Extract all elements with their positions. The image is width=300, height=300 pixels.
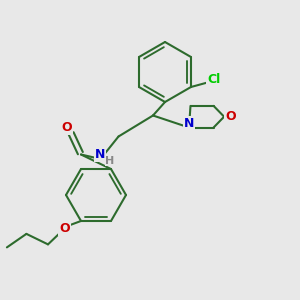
- Text: Cl: Cl: [208, 73, 221, 86]
- Text: O: O: [59, 222, 70, 235]
- Text: N: N: [95, 148, 105, 161]
- Text: H: H: [106, 155, 115, 166]
- Text: N: N: [184, 117, 194, 130]
- Text: O: O: [61, 121, 72, 134]
- Text: O: O: [225, 110, 236, 123]
